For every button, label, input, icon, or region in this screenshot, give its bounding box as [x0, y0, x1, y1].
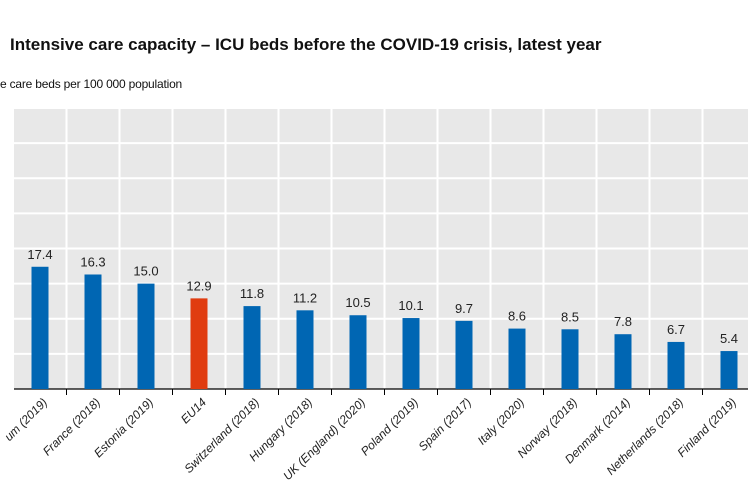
data-label: 15.0: [133, 264, 158, 279]
bar: [137, 283, 155, 389]
bar: [349, 315, 367, 389]
bar: [508, 328, 526, 389]
bar: [720, 351, 738, 389]
data-label: 17.4: [27, 247, 52, 262]
data-label: 8.5: [561, 309, 579, 324]
bar: [296, 310, 314, 389]
bar: [561, 329, 579, 389]
bar: [614, 334, 632, 389]
data-label: 8.6: [508, 309, 526, 324]
x-tick-label: Spain (2017): [416, 395, 474, 453]
x-tick-label: um (2019): [2, 395, 51, 444]
bar: [84, 274, 102, 389]
data-label: 7.8: [614, 314, 632, 329]
data-label: 9.7: [455, 301, 473, 316]
x-tick-label: Italy (2020): [475, 395, 527, 447]
data-label: 11.2: [293, 290, 317, 305]
bar: [31, 266, 49, 389]
chart-title: Intensive care capacity – ICU beds befor…: [10, 35, 602, 54]
data-label: 12.9: [186, 278, 211, 293]
data-label: 11.8: [240, 286, 264, 301]
data-label: 10.1: [398, 298, 423, 313]
chart-subtitle: e care beds per 100 000 population: [0, 77, 183, 91]
bar: [667, 341, 685, 389]
bar: [402, 318, 420, 389]
bar: [190, 298, 208, 389]
data-label: 6.7: [667, 322, 685, 337]
data-label: 10.5: [345, 295, 370, 310]
bar: [243, 306, 261, 389]
bar: [455, 320, 473, 389]
data-label: 16.3: [80, 254, 105, 269]
x-tick-label: EU14: [178, 395, 209, 426]
data-label: 5.4: [720, 331, 738, 346]
